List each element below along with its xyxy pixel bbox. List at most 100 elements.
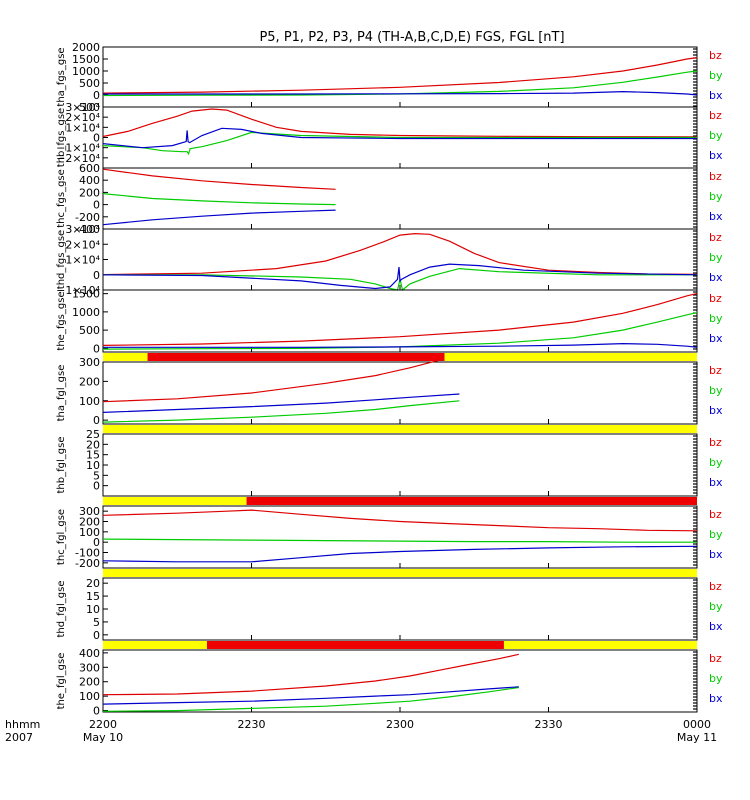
y-tick-label: 0 (93, 480, 100, 493)
series-bx (102, 686, 519, 705)
series-by (102, 70, 698, 97)
panel-frame (102, 361, 698, 425)
panel-the_fgs_gse: 1500 1000 500 0 the_fgs_gse bz by bx (56, 288, 723, 356)
y-tick-label: 400 (79, 174, 100, 187)
legend-bz: bz (709, 652, 722, 665)
legend-bx: bx (709, 620, 723, 633)
legend-bz: bz (709, 49, 722, 62)
y-tick-label: 0 (93, 342, 100, 355)
legend-bz: bz (709, 170, 722, 183)
legend-bx: bx (709, 332, 723, 345)
series-by (102, 193, 336, 206)
status-bar (103, 353, 697, 361)
x-tick-label: 2330 (535, 718, 563, 731)
series-bx (103, 342, 698, 348)
series-bx (102, 209, 336, 226)
legend-by: by (709, 384, 723, 397)
y-tick-label: 0 (93, 536, 100, 549)
legend-by: by (709, 528, 723, 541)
y-tick-label: 500 (79, 77, 100, 90)
y-tick-label: 10 (86, 603, 100, 616)
status-bar (103, 497, 698, 505)
series-bx (103, 90, 698, 96)
y-tick-label: 300 (79, 356, 100, 369)
legend-by: by (709, 190, 723, 203)
y-tick-label: 200 (79, 676, 100, 689)
panel-frame (102, 289, 698, 353)
series-by (102, 400, 460, 423)
status-segment-red (246, 497, 698, 505)
y-tick-label: 1000 (72, 65, 100, 78)
status-segment-yellow (103, 353, 148, 361)
y-tick-label: 1000 (72, 306, 100, 319)
legend-by: by (709, 600, 723, 613)
y-tick-label: 500 (79, 324, 100, 337)
y-tick-label: 0 (93, 414, 100, 427)
y-tick-label: 100 (79, 526, 100, 539)
y-tick-label: 0 (93, 629, 100, 642)
legend-by: by (709, 251, 723, 264)
y-tick-label: 0 (93, 132, 100, 145)
panel-tha_fgl_gse: 300 200 100 0 tha_fgl_gse bz by bx (56, 356, 723, 427)
y-tick-label: 15 (86, 449, 100, 462)
y-tick-label: 1500 (72, 288, 100, 301)
y-tick-label: 20 (86, 438, 100, 451)
series-bz (102, 293, 698, 346)
y-tick-label: 400 (79, 647, 100, 660)
legend-bz: bz (709, 508, 722, 521)
status-segment-red (147, 353, 445, 361)
y-tick-label: 300 (79, 505, 100, 518)
legend-bx: bx (709, 210, 723, 223)
y-tick-label: 25 (86, 428, 100, 441)
y-tick-label: −1×10⁴ (56, 284, 100, 297)
y-axis-label: the_fgs_gse (56, 291, 67, 350)
panel-frame (102, 505, 698, 569)
legend-bx: bx (709, 548, 723, 561)
panel-frame (102, 167, 698, 230)
y-axis-label: thc_fgs_gse (56, 169, 67, 228)
y-tick-label: 200 (79, 516, 100, 529)
x-date-label: May 11 (677, 731, 717, 744)
legend-bz: bz (709, 292, 722, 305)
legend-bz: bz (709, 436, 722, 449)
series-bz (102, 108, 698, 138)
legend-bz: bz (709, 364, 722, 377)
status-segment-yellow (103, 497, 247, 505)
legend-bz: bz (709, 109, 722, 122)
y-tick-label: 1500 (72, 53, 100, 66)
legend-by: by (709, 312, 723, 325)
y-axis-label: the_fgl_gse (56, 653, 67, 710)
y-tick-label: −2×10⁴ (56, 152, 100, 165)
y-tick-label: 100 (79, 395, 100, 408)
y-tick-label: 2000 (72, 41, 100, 54)
legend-bx: bx (709, 149, 723, 162)
y-tick-label: -200 (75, 211, 100, 224)
y-axis-label: thb_fgs_gse (56, 108, 67, 167)
y-axis-label: thd_fgl_gse (56, 581, 67, 638)
status-segment-red (206, 641, 504, 649)
status-bar (103, 641, 697, 649)
series-bz (102, 232, 698, 276)
x-tick-label: 0000 (683, 718, 711, 731)
y-axis-label: thc_fgl_gse (56, 509, 67, 565)
y-tick-label: 10 (86, 459, 100, 472)
series-by (102, 686, 519, 712)
y-tick-label: 3×10⁴ (65, 101, 100, 114)
legend-bz: bz (709, 231, 722, 244)
y-axis-label: thd_fgs_gse (56, 230, 67, 289)
legend-by: by (709, 456, 723, 469)
y-tick-label: 15 (86, 590, 100, 603)
legend-bx: bx (709, 692, 723, 705)
y-tick-label: 2×10⁴ (65, 111, 100, 124)
y-axis-label: thb_fgl_gse (56, 437, 67, 494)
year-label: 2007 (5, 731, 33, 744)
y-tick-label: -200 (75, 557, 100, 570)
